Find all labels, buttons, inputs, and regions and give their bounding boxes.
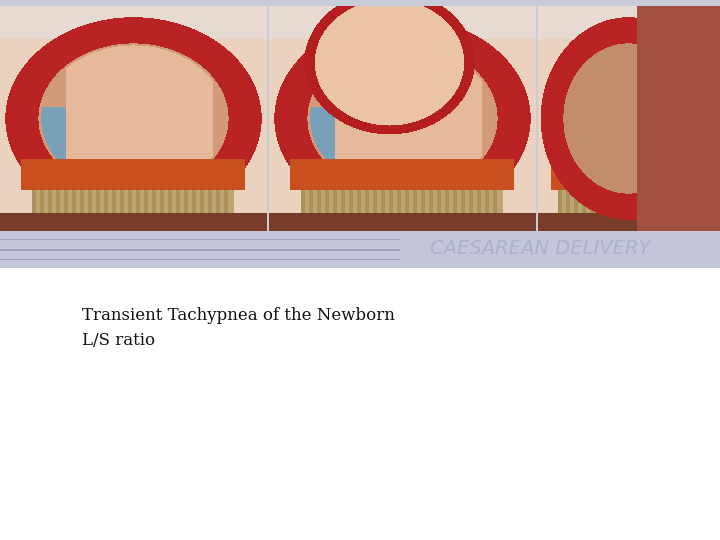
Text: Transient Tachypnea of the Newborn: Transient Tachypnea of the Newborn [82, 307, 395, 324]
Text: L/S ratio: L/S ratio [82, 332, 155, 349]
Text: CAESAREAN DELIVERY: CAESAREAN DELIVERY [430, 240, 650, 259]
